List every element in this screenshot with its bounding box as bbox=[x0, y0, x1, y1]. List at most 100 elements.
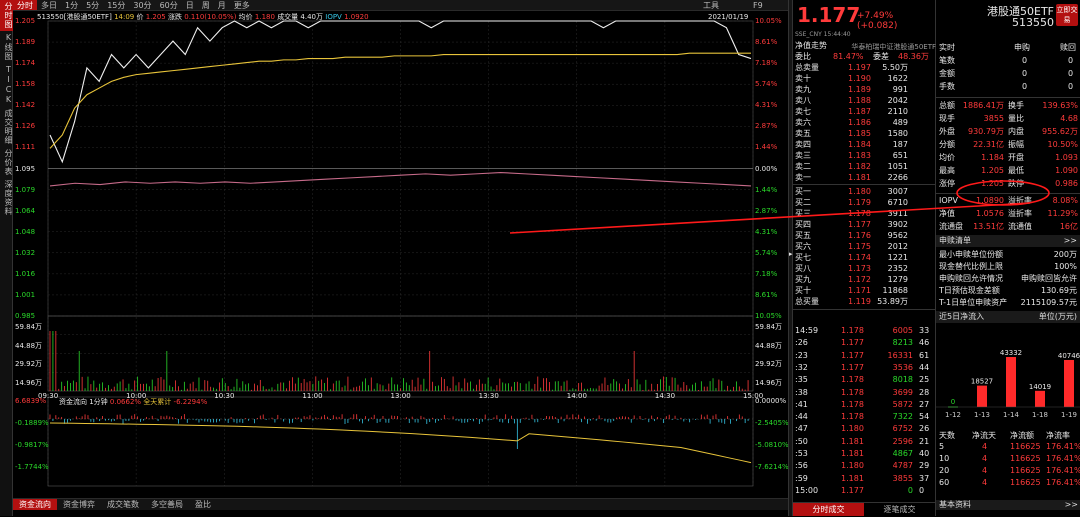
trade-now-button[interactable]: 立即交易 bbox=[1056, 4, 1078, 26]
cumulative-flow-line bbox=[49, 422, 752, 464]
netflow-date: 1-13 bbox=[974, 411, 990, 419]
st-h2: 赎回 bbox=[1060, 43, 1076, 52]
timeframe-tab-4[interactable]: 15分 bbox=[107, 1, 126, 10]
book-divider bbox=[793, 184, 935, 185]
timeframe-tab-2[interactable]: 1分 bbox=[65, 1, 79, 10]
timeframe-tab-10[interactable]: 更多 bbox=[233, 1, 250, 10]
ob-cell: 187 bbox=[892, 140, 908, 149]
subscribe-row: T日预估现金差额 130.69元 bbox=[936, 285, 1080, 296]
iopv-label: IOPV bbox=[325, 13, 342, 21]
stat-value-2: 0.986 bbox=[1055, 179, 1078, 188]
timeframe-tab-1[interactable]: 多日 bbox=[41, 1, 57, 10]
nft-cell: 20 bbox=[939, 466, 950, 475]
vtab-0[interactable]: 分时图 bbox=[0, 0, 13, 31]
subscribe-more[interactable]: >> bbox=[1063, 236, 1077, 245]
nft-cell: 176.41% bbox=[1046, 442, 1080, 451]
ob-cell: 1.183 bbox=[848, 151, 871, 160]
tick-price: 1.178 bbox=[841, 387, 864, 397]
tick-price: 1.180 bbox=[841, 461, 864, 471]
price-tick: 1.205 bbox=[15, 17, 36, 25]
stats-panel: 港股通50ETF 513550 立即交易 华泰柏瑞中证港股通50ETF 实时 申购… bbox=[851, 0, 1080, 516]
netflow-table-row: 10 4 116625 176.41% bbox=[936, 453, 1080, 464]
ob-cell: 1.181 bbox=[848, 173, 871, 182]
timeframe-tab-7[interactable]: 日 bbox=[185, 1, 194, 10]
ob-cell: 1622 bbox=[887, 74, 908, 83]
netflow-date: 1-19 bbox=[1061, 411, 1077, 419]
ob-cell: 651 bbox=[892, 151, 908, 160]
vtab-3[interactable]: 成交明细 bbox=[4, 109, 13, 145]
vtab-2[interactable]: TICK bbox=[4, 65, 13, 105]
vtab-5[interactable]: 深度资料 bbox=[4, 180, 13, 216]
tick-row: :41 1.178 5872 27 bbox=[793, 399, 935, 410]
header-time: 14:09 bbox=[114, 13, 135, 21]
volume-tick: 44.88万 bbox=[15, 341, 43, 350]
stat-value-2: 1.090 bbox=[1055, 166, 1078, 175]
stat-value-2: 8.08% bbox=[1052, 196, 1078, 205]
subscribe-title-bar: 申赎清单 >> bbox=[936, 235, 1080, 247]
subscribe-row: 申购赎回允许情况 申购赎回皆允许 bbox=[936, 273, 1080, 284]
netflow-unit: 单位(万元) bbox=[1038, 312, 1077, 321]
intraday-chart-svg[interactable] bbox=[13, 11, 788, 498]
f9-button[interactable]: F9 bbox=[753, 1, 763, 10]
ob-cell: 卖六 bbox=[795, 118, 811, 127]
ob-cell: 买一 bbox=[795, 187, 811, 196]
stat2-row: IOPV 1.0890 溢折率 8.08% bbox=[936, 195, 1080, 206]
footer-bar: 基本资料 >> bbox=[936, 500, 1080, 510]
sub-label: 现金替代比例上限 bbox=[939, 262, 1003, 271]
indicator-tab-3[interactable]: 多空善局 bbox=[151, 500, 183, 509]
chart-area[interactable]: 513550[港股通50ETF] 14:09 价 1.205 涨跌 0.110(… bbox=[13, 11, 789, 498]
tick-volume: 2596 bbox=[892, 436, 913, 446]
tick-count: 0 bbox=[919, 485, 925, 495]
ob-cell: 1.174 bbox=[848, 253, 871, 262]
indicator-tab-2[interactable]: 成交笔数 bbox=[107, 500, 139, 509]
timeframe-tab-6[interactable]: 60分 bbox=[159, 1, 178, 10]
ob-cell: 总卖量 bbox=[795, 63, 819, 72]
tick-row: :26 1.177 8213 46 bbox=[793, 337, 935, 348]
ob-cell: 买七 bbox=[795, 253, 811, 262]
ob-cell: 1.175 bbox=[848, 242, 871, 251]
indicator-tab-0[interactable]: 资金流向 bbox=[13, 499, 57, 510]
timeframe-tab-3[interactable]: 5分 bbox=[86, 1, 100, 10]
indicator-tab-1[interactable]: 资金博弈 bbox=[63, 500, 95, 509]
stat-value-2: 139.63% bbox=[1042, 101, 1078, 110]
price-tick: 1.048 bbox=[15, 227, 36, 236]
vtab-4[interactable]: 分价表 bbox=[4, 149, 13, 176]
timeframe-tab-0[interactable]: 分时 bbox=[13, 0, 37, 10]
nft-cell: 176.41% bbox=[1046, 454, 1080, 463]
timeframe-tab-8[interactable]: 周 bbox=[201, 1, 210, 10]
iopv-line bbox=[49, 171, 752, 187]
panel-splitter[interactable]: ▸ bbox=[788, 0, 793, 516]
ob-cell: 买五 bbox=[795, 231, 811, 240]
tick-time: :56 bbox=[795, 461, 808, 471]
tick-count: 25 bbox=[919, 375, 930, 385]
netflow-table-row: 60 4 116625 176.41% bbox=[936, 477, 1080, 488]
tick-price: 1.178 bbox=[841, 375, 864, 385]
vtab-1[interactable]: K线图 bbox=[4, 33, 13, 61]
buy-level-row: 买二 1.179 6710 bbox=[793, 197, 935, 208]
tick-price: 1.178 bbox=[841, 399, 864, 409]
basic-info-more[interactable]: >> bbox=[1064, 500, 1078, 509]
security-code: 513550[港股通50ETF] bbox=[37, 13, 112, 21]
collapse-arrow-icon[interactable]: ▸ bbox=[789, 250, 793, 258]
price-tick: 1.174 bbox=[15, 59, 36, 68]
price-tick: 1.142 bbox=[15, 101, 36, 110]
tab-tick-trades[interactable]: 分时成交 bbox=[793, 503, 864, 516]
stat-row: 涨停 1.205 跌停 0.986 bbox=[936, 178, 1080, 189]
indicator-tab-4[interactable]: 盈比 bbox=[195, 500, 211, 509]
tick-volume: 8213 bbox=[892, 338, 913, 348]
tick-time: :38 bbox=[795, 387, 808, 397]
tab-tick-detail[interactable]: 逐笔成交 bbox=[883, 505, 916, 514]
ob-cell: 卖三 bbox=[795, 151, 811, 160]
netflow-date: 1-18 bbox=[1032, 411, 1048, 419]
timeframe-tab-9[interactable]: 月 bbox=[217, 1, 226, 10]
price-label: 价 bbox=[136, 13, 144, 21]
tools-button[interactable]: 工具 bbox=[703, 1, 719, 10]
volume-tick: 29.92万 bbox=[15, 360, 43, 369]
volume-tick-right: 29.92万 bbox=[755, 360, 783, 369]
timeframe-tab-5[interactable]: 30分 bbox=[133, 1, 152, 10]
buy-level-row: 买九 1.172 1279 bbox=[793, 274, 935, 285]
ob-cell: 卖四 bbox=[795, 140, 811, 149]
time-tick: 11:00 bbox=[302, 392, 323, 400]
ob-cell: 3902 bbox=[887, 220, 908, 229]
netflow-table-row: 20 4 116625 176.41% bbox=[936, 465, 1080, 476]
